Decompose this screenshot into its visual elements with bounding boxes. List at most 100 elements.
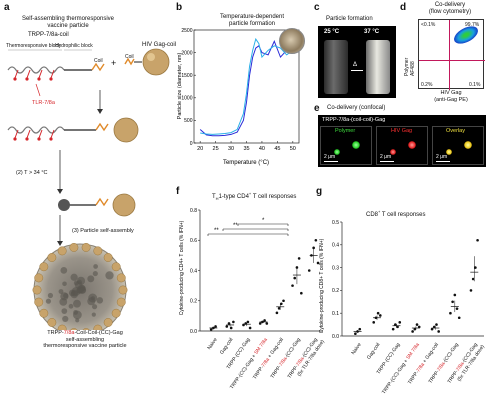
data-point bbox=[232, 320, 235, 324]
surface-antigen bbox=[70, 328, 78, 330]
construct-gag-ball bbox=[113, 117, 139, 143]
chart-g-ylabel: Cytokine-producing CD8+ T cells (% IFN+) bbox=[319, 238, 325, 333]
f-title-pre: T bbox=[212, 194, 216, 200]
x-category-label: Naive bbox=[350, 342, 362, 356]
overlay-particle-1 bbox=[464, 141, 472, 149]
particle-surface-antigens bbox=[32, 242, 128, 330]
core-globule bbox=[79, 287, 87, 294]
data-point bbox=[275, 311, 279, 315]
surface-antigen bbox=[111, 308, 121, 318]
panel-g-title: CD8+ T cell responses bbox=[366, 208, 426, 219]
data-point bbox=[214, 325, 217, 328]
panel-c-letter: c bbox=[314, 2, 320, 13]
significance-brackets bbox=[207, 223, 289, 236]
data-point bbox=[314, 238, 318, 242]
x-label-part: Gag-coil bbox=[219, 337, 236, 356]
arrow-head-2 bbox=[57, 189, 63, 194]
tlr-label: TLR-7/8a bbox=[32, 100, 55, 106]
hiv-gag-coil-label: HIV Gag-coil bbox=[142, 42, 177, 48]
x-label-red-part: SM 7/8a bbox=[252, 337, 269, 356]
x-category-label: Gag-coil bbox=[219, 337, 235, 356]
data-point bbox=[246, 320, 250, 324]
vial-photo: 25 °C 37 °C Δ bbox=[318, 26, 396, 98]
coil-label-1: Coil bbox=[94, 58, 103, 64]
data-point bbox=[476, 238, 479, 242]
b-xtick-label: 40 bbox=[259, 146, 265, 152]
core-globule bbox=[45, 298, 52, 304]
data-point bbox=[415, 323, 419, 326]
x-label-part: Naive bbox=[350, 342, 363, 356]
panel-a-title: Self-assembling thermoresponsive vaccine… bbox=[14, 16, 122, 30]
b-xtick-label: 35 bbox=[243, 146, 249, 152]
scale-bar-1 bbox=[324, 161, 338, 162]
particle-size-chart: 0 500 1000 1500 2000 2500 20 25 30 35 40 45 50 Part… bbox=[177, 28, 300, 166]
sig-marker-2: ** bbox=[233, 223, 238, 229]
b-xtick-label: 20 bbox=[197, 146, 203, 152]
data-point bbox=[449, 311, 452, 315]
globule-coil bbox=[95, 197, 109, 207]
core-globule bbox=[70, 290, 78, 299]
particle-core-texture bbox=[45, 264, 114, 323]
data-point bbox=[435, 323, 438, 326]
panel-a-title-line2: vaccine particle bbox=[47, 23, 89, 29]
b-xtick-label: 45 bbox=[274, 146, 280, 152]
ytick-label: 0.4 bbox=[332, 243, 339, 249]
b-ytick-label: 0 bbox=[190, 141, 193, 147]
quadrant-ll: 0.2% bbox=[421, 82, 433, 88]
panel-e-letter: e bbox=[314, 103, 320, 114]
particle-caption-line3: thermoresponsive vaccine particle bbox=[43, 343, 127, 349]
quadrant-ul: <0.1% bbox=[421, 22, 436, 28]
g-title-pre: CD8 bbox=[366, 212, 379, 218]
surface-antigen bbox=[39, 308, 49, 318]
arrow-head-1 bbox=[97, 109, 103, 114]
coil-2-shape bbox=[124, 57, 135, 66]
chart-f-xlabels: Naive Gag-coil TRPP-(CC)-Gag TRPP-(CC)-Gag … bbox=[176, 331, 326, 400]
caption-prefix: TRPP- bbox=[47, 330, 64, 336]
quadrant-lr: 0.1% bbox=[469, 82, 481, 88]
b-ytick-label: 2000 bbox=[181, 50, 192, 56]
ytick-label: 0.2 bbox=[190, 299, 197, 305]
panel-b-title-line2: particle formation bbox=[228, 21, 276, 27]
construct-chain bbox=[7, 126, 65, 134]
vial-temp-left: 25 °C bbox=[324, 29, 340, 35]
data-point bbox=[229, 326, 233, 330]
panel-f-letter: f bbox=[176, 186, 180, 197]
sig-marker-3: * bbox=[262, 218, 265, 224]
surface-antigen bbox=[34, 297, 44, 307]
gag-highlight bbox=[147, 53, 155, 61]
data-point bbox=[469, 289, 473, 292]
scale-bar-2 bbox=[380, 161, 394, 162]
data-point bbox=[265, 322, 269, 325]
particle-inset-image bbox=[279, 28, 305, 54]
scale-label-3: 2 μm bbox=[436, 154, 448, 160]
heat-arrow bbox=[351, 70, 363, 71]
data-point bbox=[376, 311, 380, 315]
vial-right-turbid bbox=[366, 40, 390, 94]
construct-coil bbox=[95, 122, 109, 132]
g-title-post: T cell responses bbox=[380, 212, 426, 218]
data-point bbox=[280, 302, 283, 306]
surface-antigen bbox=[32, 285, 42, 295]
construct-tlr bbox=[13, 129, 55, 141]
flow-xlabel-line2: (anti-Gag PE) bbox=[434, 96, 468, 103]
flow-cytometry-plot: <0.1% 99.7% 0.2% 0.1% bbox=[418, 19, 485, 90]
surface-antigen bbox=[34, 273, 44, 283]
overlay-particle-2 bbox=[446, 149, 452, 155]
core-globule bbox=[73, 299, 81, 308]
gag-protein-ball bbox=[142, 48, 170, 76]
g-title-sup: + bbox=[378, 209, 381, 214]
core-globule bbox=[91, 312, 96, 317]
data-point bbox=[297, 257, 301, 260]
data-point bbox=[282, 299, 285, 303]
f-title-sup: + bbox=[248, 191, 252, 196]
particle-caption-line1: TRPP-7/8a-Coil-Coil-(CC)-Gag bbox=[10, 330, 160, 337]
cd8-response-chart: Cytokine-producing CD8+ T cells (% IFN+)… bbox=[319, 220, 484, 340]
data-point bbox=[391, 327, 395, 331]
surface-antigen bbox=[116, 297, 126, 307]
flow-ylabel2: AF488 bbox=[410, 61, 416, 76]
data-point bbox=[358, 327, 362, 331]
polymer-particle-1 bbox=[352, 141, 360, 149]
confocal-subtitle: TRPP-7/8a-(coil-coil)-Gag bbox=[322, 117, 386, 123]
panel-d-title-line1: Co-delivery bbox=[434, 2, 466, 8]
chart-b-ylabel: Particle size (diameter, nm) bbox=[177, 53, 183, 120]
